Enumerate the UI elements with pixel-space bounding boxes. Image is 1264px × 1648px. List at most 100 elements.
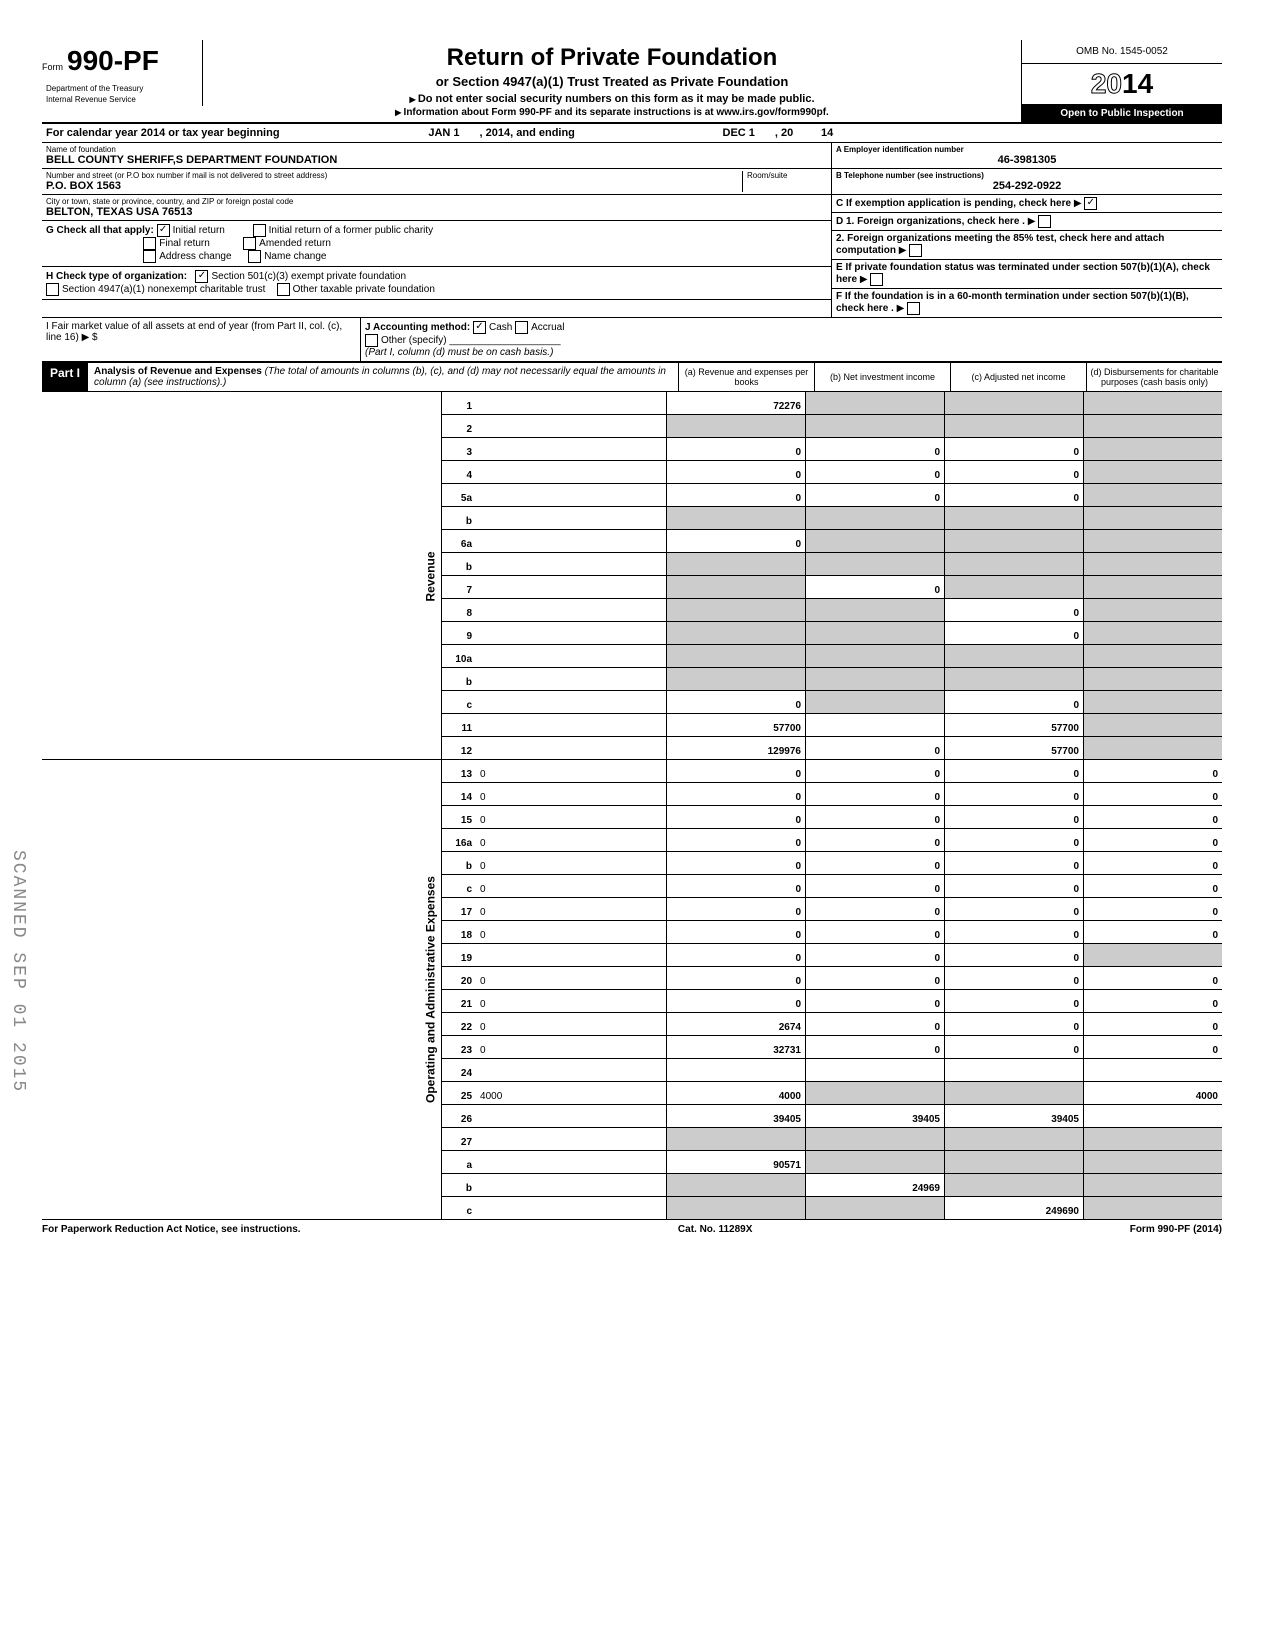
cell-c: 0 <box>945 691 1084 714</box>
section-d1: D 1. Foreign organizations, check here .… <box>832 213 1222 231</box>
cell-a: 0 <box>667 829 806 852</box>
city-label: City or town, state or province, country… <box>46 197 827 206</box>
cell-c <box>945 1059 1084 1082</box>
cell-b: 0 <box>806 852 945 875</box>
row-number: b <box>442 507 477 530</box>
cell-d <box>1084 737 1223 760</box>
row-description: 0 <box>476 990 666 1013</box>
other-method-checkbox[interactable] <box>365 334 378 347</box>
cell-c: 0 <box>945 484 1084 507</box>
initial-return-checkbox[interactable]: ✓ <box>157 224 170 237</box>
cell-c: 0 <box>945 829 1084 852</box>
table-row: Revenue172276 <box>42 392 1222 415</box>
page-footer: For Paperwork Reduction Act Notice, see … <box>42 1220 1222 1239</box>
expenses-side-label: Operating and Administrative Expenses <box>42 760 442 1220</box>
phone-value: 254-292-0922 <box>836 180 1218 192</box>
accrual-checkbox[interactable] <box>515 321 528 334</box>
row-number: 8 <box>442 599 477 622</box>
4947-checkbox[interactable] <box>46 283 59 296</box>
cell-c: 0 <box>945 783 1084 806</box>
omb-number: OMB No. 1545-0052 <box>1022 40 1222 64</box>
cell-d <box>1084 1174 1223 1197</box>
foreign-org-checkbox[interactable] <box>1038 215 1051 228</box>
cell-c: 249690 <box>945 1197 1084 1220</box>
cell-c: 57700 <box>945 737 1084 760</box>
other-taxable-checkbox[interactable] <box>277 283 290 296</box>
cell-a: 0 <box>667 852 806 875</box>
row-number: 16a <box>442 829 477 852</box>
cell-b <box>806 415 945 438</box>
cell-d <box>1084 553 1223 576</box>
cell-d: 0 <box>1084 852 1223 875</box>
form-header: Form 990-PF Department of the Treasury I… <box>42 40 1222 124</box>
cell-d: 0 <box>1084 990 1223 1013</box>
cell-d <box>1084 645 1223 668</box>
cell-d <box>1084 461 1223 484</box>
cell-d: 0 <box>1084 1036 1223 1059</box>
dept-line2: Internal Revenue Service <box>42 95 202 106</box>
row-description: 0 <box>476 967 666 990</box>
cell-c: 57700 <box>945 714 1084 737</box>
cell-b <box>806 1082 945 1105</box>
cell-c: 0 <box>945 852 1084 875</box>
cell-c <box>945 576 1084 599</box>
row-number: c <box>442 875 477 898</box>
cell-a: 129976 <box>667 737 806 760</box>
cell-b: 39405 <box>806 1105 945 1128</box>
row-description <box>476 530 666 553</box>
amended-checkbox[interactable] <box>243 237 256 250</box>
cell-d <box>1084 668 1223 691</box>
cell-c <box>945 1082 1084 1105</box>
row-description: 0 <box>476 806 666 829</box>
part1-title: Analysis of Revenue and Expenses <box>94 366 262 377</box>
row-description <box>476 484 666 507</box>
cell-a <box>667 1174 806 1197</box>
cell-b: 0 <box>806 875 945 898</box>
cell-d <box>1084 714 1223 737</box>
form-subtitle2: Do not enter social security numbers on … <box>213 93 1011 105</box>
cell-b <box>806 392 945 415</box>
cell-c <box>945 553 1084 576</box>
cell-a: 90571 <box>667 1151 806 1174</box>
initial-former-checkbox[interactable] <box>253 224 266 237</box>
revenue-side-label: Revenue <box>42 392 442 760</box>
cash-checkbox[interactable]: ✓ <box>473 321 486 334</box>
cell-a <box>667 507 806 530</box>
terminated-checkbox[interactable] <box>870 273 883 286</box>
exemption-pending-checkbox[interactable]: ✓ <box>1084 197 1097 210</box>
cell-c <box>945 1151 1084 1174</box>
cell-a <box>667 599 806 622</box>
footer-mid: Cat. No. 11289X <box>678 1224 752 1235</box>
row-number: b <box>442 553 477 576</box>
foreign-85-checkbox[interactable] <box>909 244 922 257</box>
row-number: 17 <box>442 898 477 921</box>
row-description <box>476 691 666 714</box>
cell-d <box>1084 392 1223 415</box>
cell-b: 0 <box>806 438 945 461</box>
cell-d <box>1084 576 1223 599</box>
row-number: 20 <box>442 967 477 990</box>
cell-a: 0 <box>667 691 806 714</box>
tax-year: 2014 <box>1022 64 1222 105</box>
cell-a: 39405 <box>667 1105 806 1128</box>
501c3-checkbox[interactable]: ✓ <box>195 270 208 283</box>
cell-a: 0 <box>667 898 806 921</box>
name-change-checkbox[interactable] <box>248 250 261 263</box>
cell-d <box>1084 1151 1223 1174</box>
cell-b <box>806 1128 945 1151</box>
60month-checkbox[interactable] <box>907 302 920 315</box>
row-description: 0 <box>476 1036 666 1059</box>
city-value: BELTON, TEXAS USA 76513 <box>46 206 827 218</box>
cell-a: 0 <box>667 461 806 484</box>
cell-c <box>945 415 1084 438</box>
cell-a <box>667 1197 806 1220</box>
room-label: Room/suite <box>747 171 827 180</box>
row-number: b <box>442 852 477 875</box>
cell-c: 0 <box>945 461 1084 484</box>
cell-c: 0 <box>945 438 1084 461</box>
cell-b: 0 <box>806 806 945 829</box>
final-return-checkbox[interactable] <box>143 237 156 250</box>
cell-b: 0 <box>806 829 945 852</box>
address-change-checkbox[interactable] <box>143 250 156 263</box>
cell-c: 0 <box>945 967 1084 990</box>
